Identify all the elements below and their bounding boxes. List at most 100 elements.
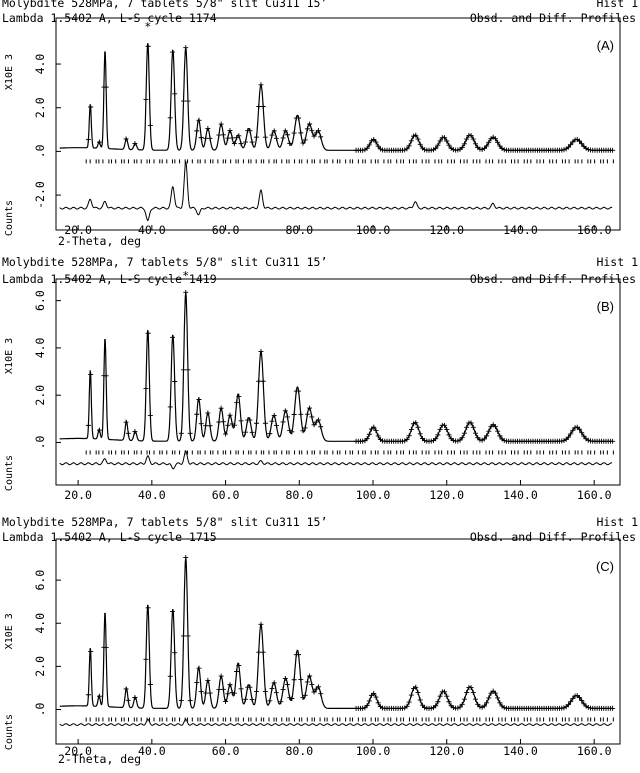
observed-point <box>373 694 379 700</box>
observed-point <box>260 104 266 110</box>
observed-point <box>229 690 235 696</box>
observed-point <box>568 431 574 437</box>
observed-point <box>561 705 567 711</box>
observed-point <box>258 348 264 354</box>
observed-point <box>360 705 366 711</box>
observed-point <box>364 703 370 709</box>
observed-point <box>271 413 277 419</box>
observed-point <box>96 139 102 145</box>
observed-point <box>475 435 481 441</box>
observed-point <box>203 423 209 429</box>
x-tick-label: 160.0 <box>577 488 612 502</box>
observed-point <box>254 134 260 140</box>
observed-point <box>315 684 321 690</box>
observed-point <box>196 665 202 671</box>
observed-point <box>461 696 467 702</box>
observed-point <box>220 419 226 425</box>
header-line-2-left: Lambda 1.5402 A, L-S cycle 1715 <box>2 530 217 544</box>
observed-point <box>258 82 264 88</box>
observed-point <box>307 121 313 127</box>
observed-point <box>450 438 456 444</box>
observed-point <box>132 695 138 701</box>
observed-point <box>218 121 224 127</box>
observed-point <box>278 699 284 705</box>
observed-point <box>579 698 585 704</box>
x-tick-label: 80.0 <box>285 223 313 237</box>
panel-a: Molybdite 528MPa, 7 tablets 5/8" slit Cu… <box>2 0 638 248</box>
observed-point <box>196 117 202 123</box>
y-tick-label: 2.0 <box>33 656 47 677</box>
observed-point <box>373 428 379 434</box>
plot-frame <box>55 538 621 745</box>
observed-point <box>85 136 91 142</box>
observed-point <box>437 427 443 433</box>
observed-point <box>375 433 381 439</box>
observed-point <box>402 147 408 153</box>
observed-point <box>273 135 279 141</box>
observed-point <box>273 690 279 696</box>
observed-point <box>360 438 366 444</box>
observed-point <box>442 422 448 428</box>
observed-point <box>147 413 153 419</box>
observed-point <box>103 644 109 650</box>
observed-point <box>227 412 233 418</box>
observed-point <box>479 437 485 443</box>
observed-point <box>437 138 443 144</box>
observed-point <box>289 696 295 702</box>
observed-point <box>408 427 414 433</box>
observed-point <box>406 143 412 149</box>
observed-point <box>366 142 372 148</box>
observed-point <box>254 689 260 695</box>
difference-curve <box>59 718 613 727</box>
observed-point <box>300 140 306 146</box>
observed-point <box>422 705 428 711</box>
observed-point <box>428 438 434 444</box>
difference-curve <box>59 450 613 470</box>
observed-point <box>419 702 425 708</box>
observed-point <box>565 702 571 708</box>
observed-point <box>422 438 428 444</box>
observed-point <box>216 687 222 693</box>
observed-point <box>570 427 576 433</box>
observed-point <box>178 697 184 703</box>
y-tick-label: 4.0 <box>33 337 47 358</box>
observed-point <box>610 705 616 711</box>
observed-point <box>183 289 189 295</box>
observed-point <box>103 84 109 90</box>
observed-point <box>444 693 450 699</box>
observed-point <box>446 432 452 438</box>
observed-point <box>185 98 191 104</box>
observed-point <box>103 373 109 379</box>
calculated-profile <box>59 292 613 442</box>
observed-point <box>413 132 419 138</box>
observed-point <box>559 438 565 444</box>
observed-point <box>194 411 200 417</box>
observed-point <box>468 133 474 139</box>
observed-point <box>223 699 229 705</box>
x-tick-label: 100.0 <box>356 488 391 502</box>
observed-point <box>249 696 255 702</box>
observed-point <box>318 424 324 430</box>
observed-points <box>85 289 616 444</box>
observed-point <box>435 142 441 148</box>
observed-point <box>203 135 209 141</box>
observed-point <box>96 427 102 433</box>
observed-point <box>495 139 501 145</box>
observed-point <box>198 688 204 694</box>
observed-point <box>198 135 204 141</box>
observed-point <box>610 147 616 153</box>
observed-point <box>234 669 240 675</box>
observed-point <box>364 436 370 442</box>
observed-point <box>291 677 297 683</box>
observed-point <box>258 621 264 627</box>
observed-point <box>404 436 410 442</box>
x-tick-label: 100.0 <box>356 223 391 237</box>
observed-point <box>495 695 501 701</box>
y-axis-scale-label: X10E 3 <box>4 338 15 374</box>
observed-point <box>216 132 222 138</box>
observed-point <box>461 141 467 147</box>
x-tick-label: 40.0 <box>138 744 166 758</box>
observed-point <box>291 130 297 136</box>
observed-point <box>181 633 187 639</box>
